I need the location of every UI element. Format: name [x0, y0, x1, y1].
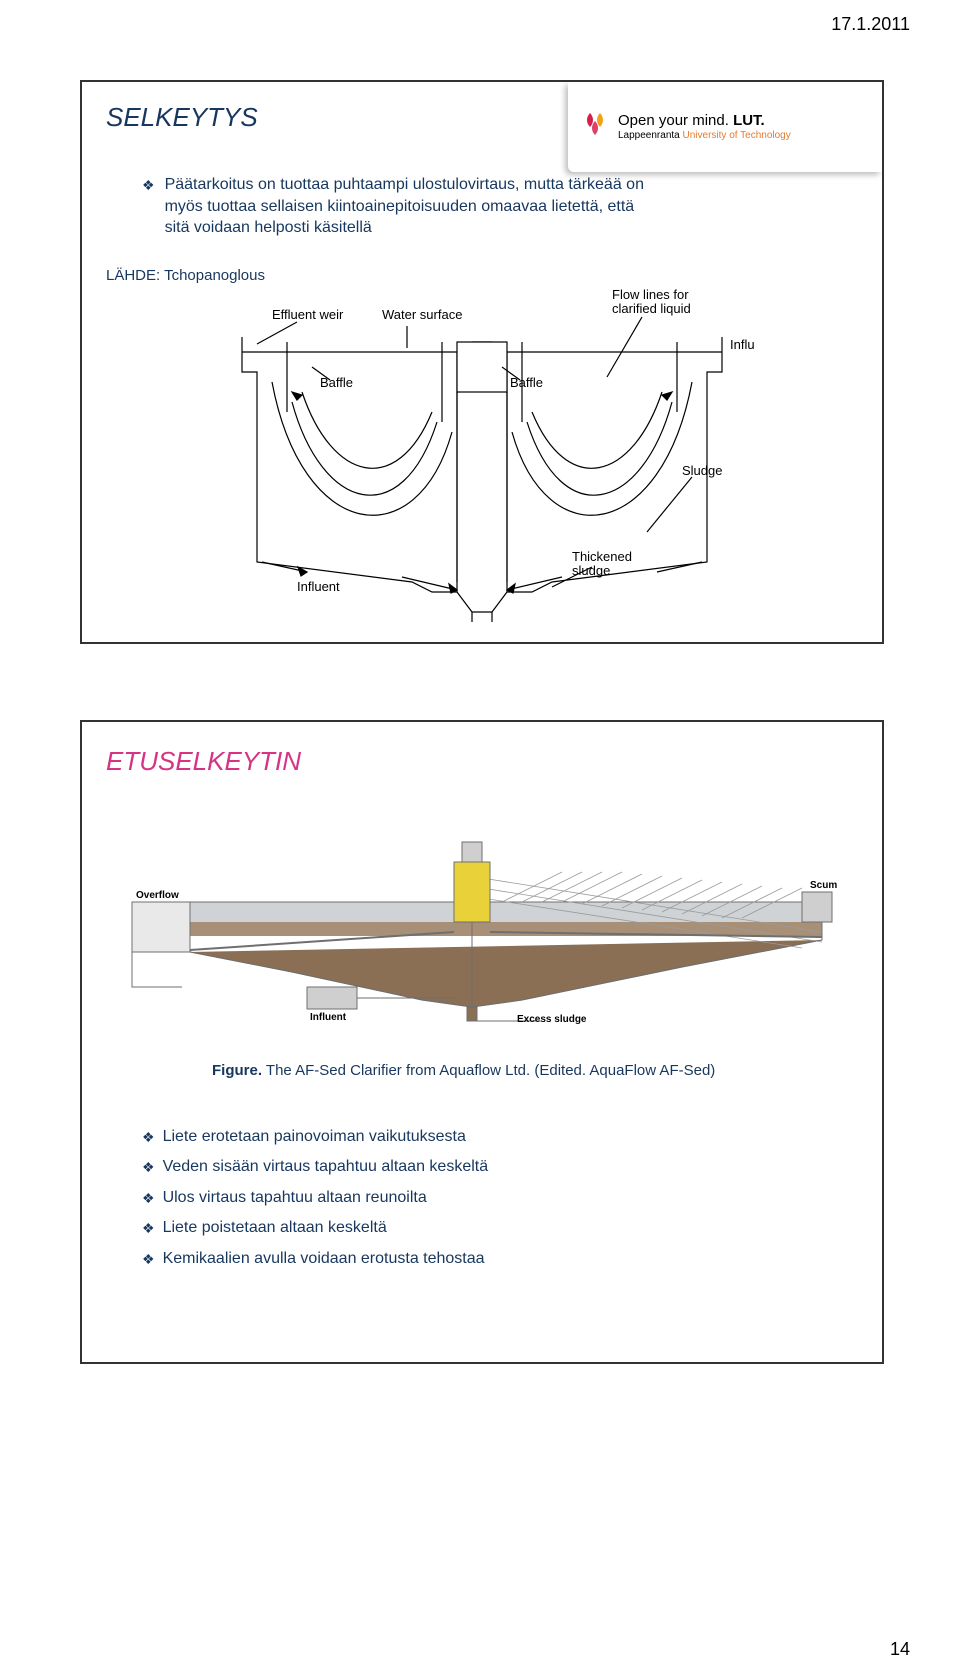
page-number: 14	[890, 1639, 910, 1660]
list-item: ❖ Kemikaalien avulla voidaan erotusta te…	[142, 1244, 488, 1274]
logo-line1-pre: Open your mind.	[618, 112, 733, 129]
lut-logo-icon	[582, 111, 608, 143]
logo-line2-pre: Lappeenranta	[618, 130, 683, 141]
label-effluent-weir: Effluent weir	[272, 308, 343, 322]
label-scum: Scum	[810, 880, 837, 891]
tchopanoglous-diagram: Effluent weir Water surface Flow lines f…	[202, 282, 762, 622]
label-water-surface: Water surface	[382, 308, 462, 322]
figure-caption-bold: Figure.	[212, 1062, 262, 1079]
label-influent: Influent	[310, 1012, 346, 1023]
diamond-bullet-icon: ❖	[142, 176, 155, 195]
bullet-text: Kemikaalien avulla voidaan erotusta teho…	[163, 1244, 485, 1274]
list-item: ❖ Veden sisään virtaus tapahtuu altaan k…	[142, 1152, 488, 1182]
label-overflow: Overflow	[136, 890, 179, 901]
lut-logo-text: Open your mind. LUT. Lappeenranta Univer…	[618, 113, 791, 141]
diamond-bullet-icon: ❖	[142, 1124, 155, 1151]
label-flow-lines: Flow lines for clarified liquid	[612, 288, 691, 317]
list-item: ❖ Ulos virtaus tapahtuu altaan reunoilta	[142, 1183, 488, 1213]
slide-selkeytys: Open your mind. LUT. Lappeenranta Univer…	[80, 80, 884, 644]
logo-line1-bold: LUT.	[733, 112, 765, 129]
slide2-bullets: ❖ Liete erotetaan painovoiman vaikutukse…	[142, 1122, 488, 1274]
slide2-title: ETUSELKEYTIN	[106, 746, 301, 777]
label-influent: Influent	[297, 580, 340, 594]
label-thickened: Thickened sludge	[572, 550, 632, 579]
diamond-bullet-icon: ❖	[142, 1246, 155, 1273]
bullet-text: Päätarkoitus on tuottaa puhtaampi ulostu…	[165, 174, 662, 239]
bullet-text: Liete poistetaan altaan keskeltä	[163, 1213, 387, 1243]
logo-line2-orange: University of Technology	[683, 130, 791, 141]
slide1-bullets: ❖ Päätarkoitus on tuottaa puhtaampi ulos…	[142, 174, 662, 239]
list-item: ❖ Päätarkoitus on tuottaa puhtaampi ulos…	[142, 174, 662, 239]
bullet-text: Ulos virtaus tapahtuu altaan reunoilta	[163, 1183, 427, 1213]
figure-caption: Figure. The AF-Sed Clarifier from Aquafl…	[212, 1062, 715, 1079]
diamond-bullet-icon: ❖	[142, 1185, 155, 1212]
label-baffle-right: Baffle	[510, 376, 543, 390]
slide-etuselkeytin: ETUSELKEYTIN	[80, 720, 884, 1364]
label-baffle-left: Baffle	[320, 376, 353, 390]
lut-logo-block: Open your mind. LUT. Lappeenranta Univer…	[568, 82, 882, 172]
list-item: ❖ Liete erotetaan painovoiman vaikutukse…	[142, 1122, 488, 1152]
page-date: 17.1.2011	[831, 14, 910, 35]
bullet-text: Veden sisään virtaus tapahtuu altaan kes…	[163, 1152, 489, 1182]
afsed-figure: Overflow Influent Excess sludge Scum	[122, 832, 842, 1032]
diamond-bullet-icon: ❖	[142, 1215, 155, 1242]
figure-caption-text: The AF-Sed Clarifier from Aquaflow Ltd. …	[262, 1062, 715, 1079]
label-excess-sludge: Excess sludge	[517, 1014, 586, 1025]
label-influent-top: Influ	[730, 338, 755, 352]
slide1-title: SELKEYTYS	[106, 102, 258, 133]
diamond-bullet-icon: ❖	[142, 1154, 155, 1181]
label-sludge: Sludge	[682, 464, 722, 478]
page: 17.1.2011 Open your mind. LUT. Lappeenra…	[0, 0, 960, 1680]
bullet-text: Liete erotetaan painovoiman vaikutuksest…	[163, 1122, 466, 1152]
list-item: ❖ Liete poistetaan altaan keskeltä	[142, 1213, 488, 1243]
